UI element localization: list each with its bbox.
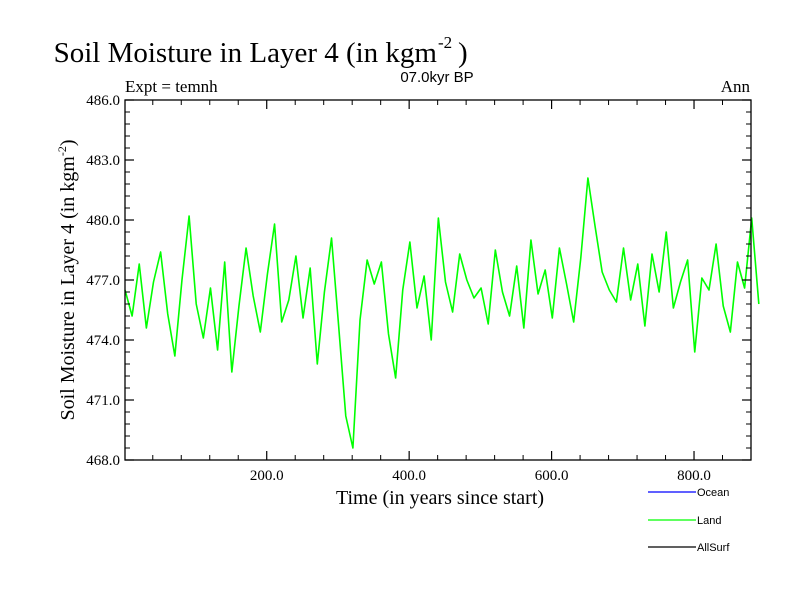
- x-tick-label: 800.0: [677, 468, 711, 484]
- svg-text:Soil Moisture in Layer 4 (in k: Soil Moisture in Layer 4 (in kgm-2): [55, 139, 79, 420]
- legend-ocean-label: Ocean: [697, 487, 729, 499]
- y-axis-label-close: ): [57, 139, 79, 146]
- title-superscript: -2: [438, 33, 452, 52]
- y-tick-label: 483.0: [86, 153, 120, 169]
- title-main: Soil Moisture in Layer 4 (in kgm: [54, 37, 438, 69]
- legend-allsurf-label: AllSurf: [697, 542, 730, 554]
- legend-land-label: Land: [697, 515, 721, 527]
- y-tick-label: 474.0: [86, 333, 120, 349]
- experiment-label: Expt = temnh: [125, 77, 218, 96]
- x-tick-label: 200.0: [250, 468, 284, 484]
- y-tick-label: 468.0: [86, 453, 120, 469]
- series-line-land: [124, 177, 760, 449]
- title: Soil Moisture in Layer 4 (in kgm -2 ): [54, 33, 468, 69]
- title-close: ): [458, 37, 468, 69]
- legend: Ocean Land AllSurf: [648, 487, 730, 554]
- plot-area: 200.0 400.0 600.0 800.0 468.0 471.0 474.0 477.…: [86, 93, 760, 484]
- season-label: Ann: [721, 77, 751, 96]
- y-axis: 468.0 471.0 474.0 477.0 480.0 483.0 486.0: [86, 93, 751, 469]
- y-axis-label: Soil Moisture in Layer 4 (in kgm: [57, 156, 79, 421]
- y-axis-label-superscript: -2: [55, 146, 69, 156]
- y-tick-label: 480.0: [86, 213, 120, 229]
- x-tick-label: 400.0: [392, 468, 426, 484]
- x-axis-label: Time (in years since start): [336, 487, 544, 509]
- x-axis: 200.0 400.0 600.0 800.0: [152, 100, 724, 484]
- y-tick-label: 471.0: [86, 393, 120, 409]
- y-tick-label: 477.0: [86, 273, 120, 289]
- y-axis-label-group: Soil Moisture in Layer 4 (in kgm-2): [55, 139, 79, 420]
- series-layer: [124, 177, 760, 449]
- subtitle: 07.0kyr BP: [400, 69, 473, 86]
- x-tick-label: 600.0: [535, 468, 569, 484]
- y-tick-label: 486.0: [86, 93, 120, 109]
